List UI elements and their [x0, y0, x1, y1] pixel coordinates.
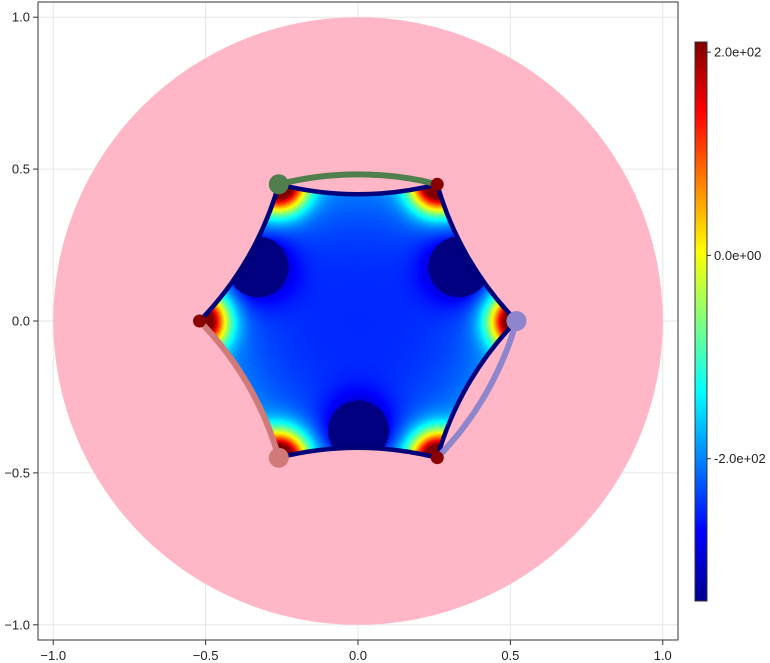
x-tick-label: 0.0 [349, 648, 367, 663]
vertex-marker [268, 447, 289, 468]
vertex-marker [430, 451, 444, 465]
y-tick-label: 0.0 [12, 314, 30, 329]
y-tick-label: −1.0 [4, 617, 30, 632]
vertex-marker [430, 177, 444, 191]
colorbar-tick-label: 2.0e+02 [714, 45, 761, 60]
colorbar-gradient [694, 41, 708, 602]
y-tick-label: −0.5 [4, 465, 30, 480]
x-tick-label: 1.0 [654, 648, 672, 663]
vertex-marker [506, 311, 527, 331]
y-tick-label: 1.0 [12, 10, 30, 25]
highlight-arc [275, 171, 441, 188]
x-tick-label: −0.5 [193, 648, 219, 663]
colorbar: 2.0e+02 0.0e+00 -2.0e+02 [694, 41, 766, 602]
vertex-marker [193, 314, 207, 328]
plot-area [53, 17, 663, 625]
highlight-arc [196, 318, 282, 461]
x-tick-label: −1.0 [40, 648, 66, 663]
highlight-arc [434, 318, 520, 461]
y-axis: −1.0 −0.5 0.0 0.5 1.0 [4, 10, 38, 632]
x-tick-label: 0.5 [501, 648, 519, 663]
y-tick-label: 0.5 [12, 162, 30, 177]
x-axis: −1.0 −0.5 0.0 0.5 1.0 [40, 640, 672, 663]
vertex-marker [268, 174, 289, 195]
colorbar-tick-label: -2.0e+02 [714, 451, 766, 466]
colorbar-tick-label: 0.0e+00 [714, 248, 761, 263]
